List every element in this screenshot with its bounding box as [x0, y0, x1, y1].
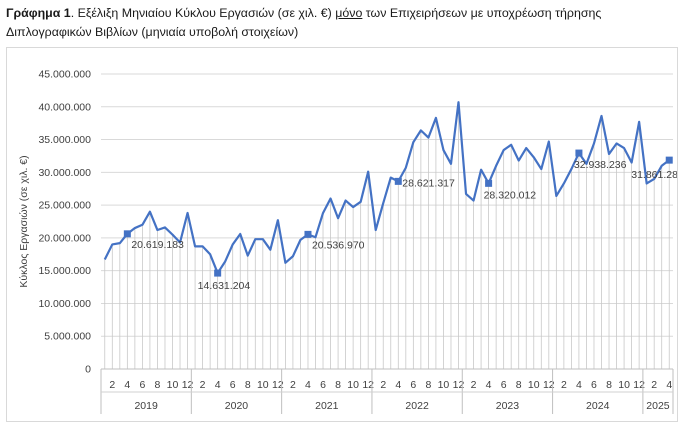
- caption-separator: .: [70, 6, 78, 20]
- y-tick-label: 20.000.000: [38, 232, 91, 244]
- x-month-label: 12: [362, 379, 374, 391]
- series-line: [103, 101, 670, 275]
- x-month-label: 10: [438, 379, 450, 391]
- data-label: 20.619.183: [131, 239, 184, 251]
- x-month-label: 10: [618, 379, 630, 391]
- x-month-label: 12: [543, 379, 555, 391]
- x-month-label: 8: [245, 379, 251, 391]
- x-month-label: 8: [155, 379, 161, 391]
- data-point-marker: [394, 177, 402, 185]
- x-month-label: 2: [200, 379, 206, 391]
- x-month-label: 2: [109, 379, 115, 391]
- data-point-marker: [665, 156, 673, 164]
- chart-caption: Γράφημα 1. Εξέλιξη Μηνιαίου Κύκλου Εργασ…: [6, 4, 678, 41]
- y-tick-label: 35.000.000: [38, 134, 91, 146]
- y-tick-label: 10.000.000: [38, 298, 91, 310]
- x-month-label: 4: [215, 379, 221, 391]
- data-label: 20.536.970: [312, 239, 365, 251]
- x-month-label: 6: [410, 379, 416, 391]
- caption-text-1: Εξέλιξη Μηνιαίου Κύκλου Εργασιών (σε χιλ…: [77, 6, 336, 20]
- y-tick-label: 5.000.000: [44, 331, 91, 343]
- x-month-label: 8: [606, 379, 612, 391]
- x-month-label: 2: [471, 379, 477, 391]
- x-month-label: 10: [347, 379, 359, 391]
- x-month-label: 4: [395, 379, 401, 391]
- y-tick-label: 25.000.000: [38, 200, 91, 212]
- data-point-marker: [214, 269, 222, 277]
- data-point-marker: [485, 179, 493, 187]
- x-year-label: 2023: [496, 400, 520, 412]
- x-month-label: 2: [380, 379, 386, 391]
- x-month-label: 2: [561, 379, 567, 391]
- x-month-label: 6: [320, 379, 326, 391]
- data-point-marker: [304, 230, 312, 238]
- y-tick-label: 15.000.000: [38, 265, 91, 277]
- y-axis-title: Κύκλος Εργασιών (σε χιλ. €): [18, 155, 30, 287]
- x-month-label: 6: [501, 379, 507, 391]
- line-chart: Κύκλος Εργασιών (σε χιλ. €) 0 5.000.000 10.…: [18, 69, 677, 414]
- x-year-label: 2020: [225, 400, 249, 412]
- data-label: 28.320.012: [484, 189, 537, 201]
- x-month-label: 10: [257, 379, 269, 391]
- x-month-label: 10: [528, 379, 540, 391]
- x-month-label: 4: [666, 379, 672, 391]
- y-tick-label: 45.000.000: [38, 69, 91, 81]
- chart-frame: Κύκλος Εργασιών (σε χιλ. €) 0 5.000.000 10.…: [6, 47, 678, 422]
- data-label: 14.631.204: [198, 280, 251, 292]
- x-month-label: 12: [272, 379, 284, 391]
- caption-prefix: Γράφημα 1: [6, 6, 71, 20]
- y-tick-label: 30.000.000: [38, 167, 91, 179]
- x-month-label: 12: [182, 379, 194, 391]
- data-label: 28.621.317: [402, 177, 455, 189]
- caption-text-2: των Επιχειρήσεων με υποχρέωση τήρησης Δι…: [6, 6, 602, 39]
- x-month-label: 8: [516, 379, 522, 391]
- x-month-label: 4: [576, 379, 582, 391]
- y-tick-label: 40.000.000: [38, 101, 91, 113]
- x-month-label: 12: [633, 379, 645, 391]
- data-point-marker: [123, 230, 131, 238]
- x-month-label: 6: [591, 379, 597, 391]
- x-year-label: 2024: [586, 400, 610, 412]
- x-year-label: 2025: [646, 400, 670, 412]
- x-month-label: 8: [425, 379, 431, 391]
- x-month-label: 4: [124, 379, 130, 391]
- x-month-label: 2: [290, 379, 296, 391]
- data-label: 31.861.283: [631, 169, 677, 181]
- x-month-label: 6: [230, 379, 236, 391]
- x-month-label: 4: [305, 379, 311, 391]
- x-month-label: 8: [335, 379, 341, 391]
- x-month-label: 4: [486, 379, 492, 391]
- x-year-label: 2022: [405, 400, 429, 412]
- x-month-label: 12: [453, 379, 465, 391]
- x-year-label: 2021: [315, 400, 339, 412]
- y-tick-label: 0: [85, 364, 91, 376]
- x-year-label: 2019: [134, 400, 158, 412]
- x-month-label: 10: [167, 379, 179, 391]
- x-month-label: 6: [139, 379, 145, 391]
- caption-emphasis: μόνο: [335, 6, 363, 20]
- data-label: 32.938.236: [574, 159, 627, 171]
- data-point-marker: [575, 149, 583, 157]
- x-month-label: 2: [651, 379, 657, 391]
